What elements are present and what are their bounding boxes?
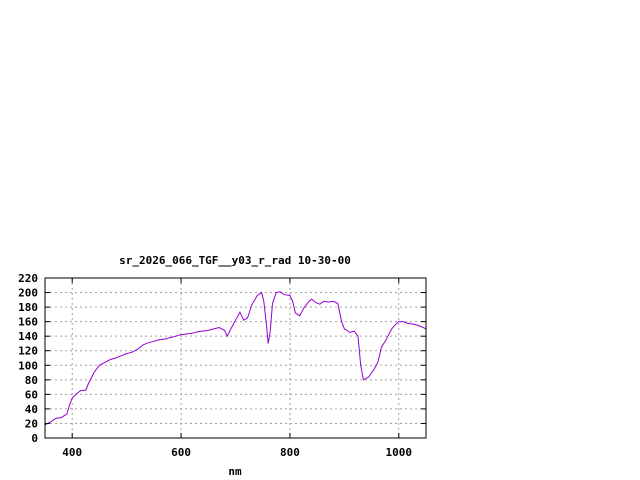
y-tick-label: 140 [18,330,38,343]
plot-frame [44,277,427,439]
y-tick-label: 160 [18,316,38,329]
y-tick-label: 180 [18,301,38,314]
chart-title: sr_2026_066_TGF__y03_r_rad 10-30-00 [119,254,351,267]
y-tick-label: 220 [18,272,38,285]
y-tick-label: 200 [18,287,38,300]
y-tick-label: 60 [25,388,38,401]
plot-series-layer [44,291,427,426]
y-tick-label: 100 [18,359,38,372]
x-axis-label: nm [228,465,242,478]
y-tick-label: 20 [25,417,38,430]
y-tick-label: 120 [18,345,38,358]
grid [45,278,426,438]
y-tick-label: 40 [25,403,38,416]
x-tick-label: 600 [171,446,191,459]
x-tick-label: 400 [62,446,82,459]
series-line [44,291,427,426]
x-tick-label: 800 [280,446,300,459]
y-tick-label: 0 [31,432,38,445]
x-tick-label: 1000 [386,446,413,459]
y-tick-label: 80 [25,374,38,387]
axis-ticks [45,277,426,439]
